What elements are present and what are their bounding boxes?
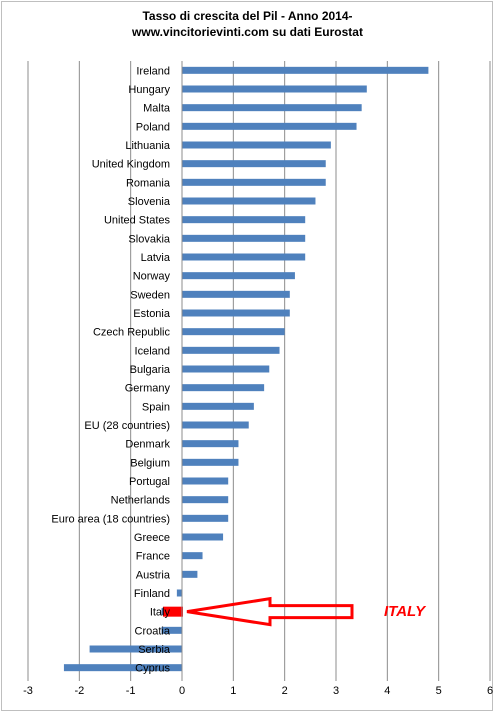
bar [182,514,229,522]
category-label: Portugal [129,476,170,488]
x-tick-label: -2 [74,685,84,697]
category-label: Austria [136,569,171,581]
italy-highlight-marker [163,606,183,617]
category-label: Ireland [136,65,170,77]
bar [182,160,326,168]
italy-annotation-label: ITALY [384,603,426,620]
x-tick-label: -3 [23,685,33,697]
category-label: Croatia [135,625,171,637]
category-label: Iceland [135,345,170,357]
category-label: Cyprus [135,663,170,675]
category-label: Greece [134,532,170,544]
category-label: United States [104,215,171,227]
bar [182,384,265,392]
bar [182,122,357,130]
x-tick-label: 3 [333,685,339,697]
bar [182,328,285,336]
category-label: Finland [134,588,170,600]
category-label: Belgium [130,457,170,469]
bar [182,402,254,410]
italy-arrow-annotation [186,596,354,627]
x-tick-label: -1 [126,685,136,697]
bar [182,570,198,578]
x-tick-label: 1 [230,685,236,697]
category-label: EU (28 countries) [84,420,170,432]
category-label: Germany [125,383,171,395]
bar [182,533,224,541]
x-tick-label: 0 [179,685,185,697]
x-tick-label: 2 [282,685,288,697]
bar [182,309,290,317]
category-label: Euro area (18 countries) [51,513,170,525]
category-label: France [136,551,170,563]
category-label: Slovenia [128,196,171,208]
bar [182,552,203,560]
x-tick-label: 5 [436,685,442,697]
x-tick-label: 4 [384,685,390,697]
category-label: Bulgaria [130,364,171,376]
category-label: Malta [143,103,171,115]
bar [63,664,182,672]
bar [161,626,182,634]
category-label: Italy [150,607,171,619]
bar [176,589,182,597]
category-label: Netherlands [111,495,171,507]
category-label: Spain [142,401,170,413]
category-label: Sweden [130,289,170,301]
bar [182,346,280,354]
category-label: Norway [133,271,171,283]
category-label: Hungary [128,84,170,96]
bar [182,216,306,224]
category-label: Slovakia [128,233,170,245]
bar [182,234,306,242]
category-label: United Kingdom [92,159,170,171]
category-label: Denmark [125,439,170,451]
category-label: Serbia [138,644,171,656]
bar [182,253,306,261]
bar [182,178,326,186]
category-label: Estonia [133,308,171,320]
bar [182,421,249,429]
category-label: Latvia [141,252,171,264]
bar [182,66,429,74]
bar [182,440,239,448]
bar [182,477,229,485]
category-label: Lithuania [125,140,171,152]
bar [182,141,331,149]
bar [182,272,295,280]
bar [182,85,367,93]
category-label: Czech Republic [93,327,171,339]
bar [182,365,270,373]
bar [182,496,229,504]
x-tick-label: 6 [487,685,493,697]
bar [182,197,316,205]
bar [182,290,290,298]
bar [182,104,362,112]
chart-subtitle: www.vincitorievinti.com su dati Eurostat [132,25,363,39]
bar [182,458,239,466]
category-label: Poland [136,121,170,133]
chart-title: Tasso di crescita del Pil - Anno 2014- [142,9,353,23]
category-label: Romania [126,177,171,189]
bar [89,645,182,653]
